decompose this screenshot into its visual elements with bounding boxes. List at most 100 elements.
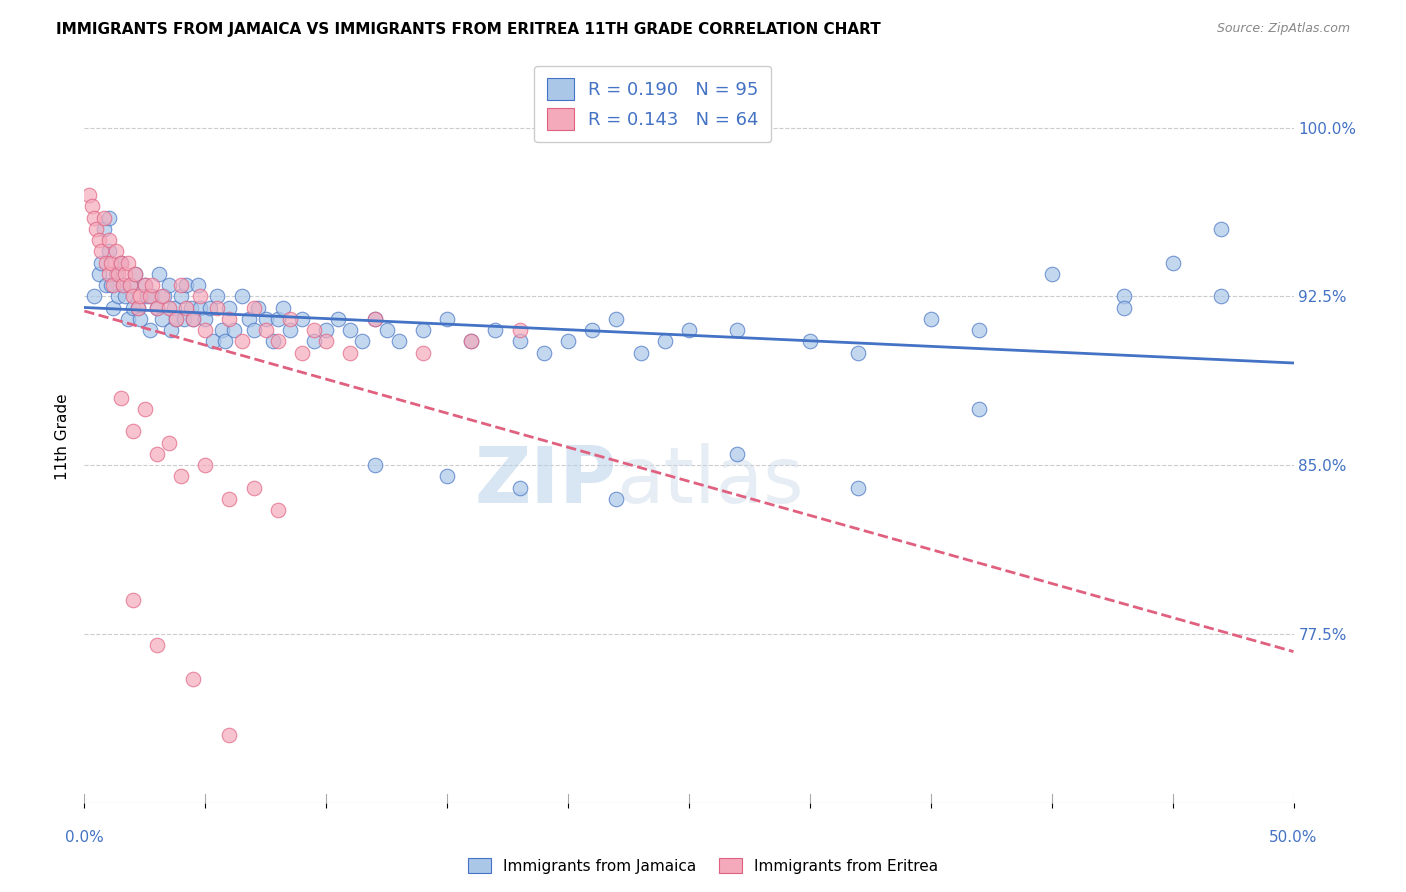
Point [100, 278, 122, 293]
Point [271, 301, 294, 315]
Point [170, 469, 193, 483]
Point [363, 312, 385, 326]
Legend: Immigrants from Jamaica, Immigrants from Eritrea: Immigrants from Jamaica, Immigrants from… [461, 852, 945, 880]
Point [315, 334, 337, 349]
Point [97, 211, 120, 225]
Point [242, 301, 264, 315]
Point [920, 312, 942, 326]
Point [150, 312, 173, 326]
Point [120, 278, 142, 293]
Point [242, 323, 264, 337]
Point [725, 323, 748, 337]
Point [211, 323, 233, 337]
Point [170, 278, 193, 293]
Point [134, 278, 156, 293]
Point [138, 323, 160, 337]
Point [302, 334, 325, 349]
Point [134, 401, 156, 416]
Point [153, 289, 176, 303]
Point [267, 503, 290, 517]
Point [375, 323, 398, 337]
Point [173, 312, 195, 326]
Point [218, 312, 240, 326]
Point [129, 312, 152, 326]
Point [141, 289, 163, 303]
Point [110, 391, 132, 405]
Point [127, 301, 149, 315]
Point [557, 334, 579, 349]
Point [141, 278, 163, 293]
Point [363, 312, 385, 326]
Point [509, 323, 531, 337]
Point [1161, 255, 1184, 269]
Text: IMMIGRANTS FROM JAMAICA VS IMMIGRANTS FROM ERITREA 11TH GRADE CORRELATION CHART: IMMIGRANTS FROM JAMAICA VS IMMIGRANTS FR… [56, 22, 882, 37]
Point [1114, 301, 1136, 315]
Point [83, 289, 105, 303]
Point [157, 278, 180, 293]
Point [146, 638, 169, 652]
Point [605, 491, 627, 506]
Point [94, 255, 117, 269]
Point [291, 312, 314, 326]
Point [654, 334, 676, 349]
Text: 50.0%: 50.0% [1270, 830, 1317, 845]
Point [112, 278, 135, 293]
Point [194, 458, 217, 473]
Point [180, 301, 202, 315]
Point [134, 278, 156, 293]
Point [1209, 289, 1232, 303]
Point [94, 278, 117, 293]
Point [121, 425, 143, 439]
Text: Source: ZipAtlas.com: Source: ZipAtlas.com [1216, 22, 1350, 36]
Point [460, 334, 482, 349]
Point [207, 289, 229, 303]
Point [339, 345, 361, 359]
Point [278, 312, 301, 326]
Point [198, 301, 221, 315]
Point [87, 267, 110, 281]
Point [328, 312, 350, 326]
Point [181, 312, 204, 326]
Point [605, 312, 627, 326]
Point [90, 244, 112, 259]
Point [97, 233, 120, 247]
Point [104, 267, 127, 281]
Point [163, 301, 186, 315]
Point [967, 401, 990, 416]
Point [121, 289, 143, 303]
Point [509, 481, 531, 495]
Point [254, 312, 277, 326]
Point [436, 469, 458, 483]
Point [124, 267, 146, 281]
Point [630, 345, 652, 359]
Point [302, 323, 325, 337]
Point [129, 289, 152, 303]
Point [194, 312, 217, 326]
Point [678, 323, 700, 337]
Point [165, 312, 187, 326]
Point [412, 345, 434, 359]
Point [174, 301, 197, 315]
Point [136, 289, 159, 303]
Y-axis label: 11th Grade: 11th Grade [55, 393, 70, 481]
Point [146, 301, 169, 315]
Point [207, 301, 229, 315]
Point [267, 334, 290, 349]
Point [1209, 222, 1232, 236]
Point [93, 211, 115, 225]
Point [97, 244, 120, 259]
Point [107, 289, 129, 303]
Legend: R = 0.190   N = 95, R = 0.143   N = 64: R = 0.190 N = 95, R = 0.143 N = 64 [534, 66, 772, 143]
Point [533, 345, 555, 359]
Point [148, 267, 170, 281]
Point [201, 334, 224, 349]
Point [388, 334, 411, 349]
Point [80, 199, 103, 213]
Point [165, 312, 187, 326]
Point [100, 255, 122, 269]
Point [218, 728, 240, 742]
Point [339, 323, 361, 337]
Point [315, 323, 337, 337]
Point [194, 323, 217, 337]
Point [110, 255, 132, 269]
